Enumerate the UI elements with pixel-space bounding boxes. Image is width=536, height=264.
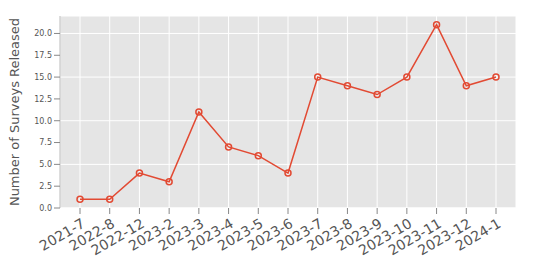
svg-text:2.5: 2.5 (39, 182, 52, 191)
svg-text:2023-7: 2023-7 (274, 215, 326, 254)
svg-text:5.0: 5.0 (39, 160, 52, 169)
svg-text:2022-8: 2022-8 (66, 215, 118, 254)
svg-text:Number of Surveys Released: Number of Surveys Released (8, 18, 22, 206)
svg-text:12.5: 12.5 (34, 95, 52, 104)
svg-text:20.0: 20.0 (34, 29, 52, 38)
svg-text:2023-9: 2023-9 (333, 215, 385, 254)
svg-text:2023-5: 2023-5 (214, 215, 266, 254)
svg-text:2024-1: 2024-1 (453, 215, 504, 254)
svg-text:0.0: 0.0 (39, 204, 52, 213)
svg-text:2023-8: 2023-8 (304, 215, 355, 254)
svg-text:7.5: 7.5 (39, 138, 52, 147)
svg-text:2023-2: 2023-2 (125, 215, 177, 254)
svg-text:2023-6: 2023-6 (244, 215, 296, 254)
svg-text:2023-4: 2023-4 (185, 215, 237, 254)
svg-text:2021-7: 2021-7 (36, 215, 88, 254)
svg-text:10.0: 10.0 (34, 117, 52, 126)
svg-text:15.0: 15.0 (34, 73, 52, 82)
svg-text:2023-3: 2023-3 (155, 215, 207, 254)
svg-text:17.5: 17.5 (34, 51, 52, 60)
